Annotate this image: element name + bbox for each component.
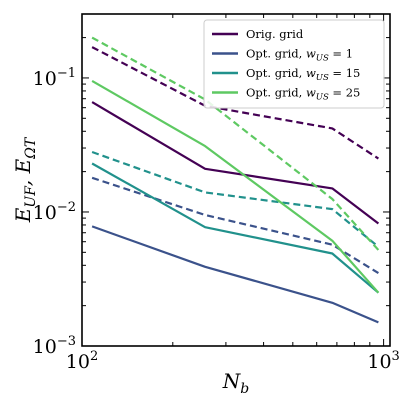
legend-box <box>203 19 385 109</box>
y-tick-label: 10−2 <box>33 200 76 224</box>
series-layer <box>91 36 380 324</box>
x-axis-label: Nb <box>222 369 250 397</box>
series-line-5-dashed <box>91 150 380 248</box>
series-line-0-solid <box>91 101 380 225</box>
x-tick-label: 102 <box>66 349 98 373</box>
axis-labels: Nb EUF, EΩT <box>11 136 249 397</box>
y-axis-label: EUF, EΩT <box>11 136 39 223</box>
series-line-2-solid <box>91 225 379 324</box>
axes-frame <box>81 13 391 347</box>
series-line-1-dashed <box>91 46 380 160</box>
legend-label-2: Opt. grid, wUS = 15 <box>246 66 360 83</box>
axis-ticks: 102 103 10−3 10−2 10−1 <box>33 13 400 373</box>
x-tick-label: 103 <box>367 349 399 373</box>
y-tick-label: 10−3 <box>33 334 76 358</box>
legend: Orig. grid Opt. grid, wUS = 1 Opt. grid, w… <box>203 19 385 109</box>
legend-label-3: Opt. grid, wUS = 25 <box>246 86 360 103</box>
legend-label-0: Orig. grid <box>246 27 304 41</box>
series-line-4-solid <box>91 162 380 294</box>
series-line-6-solid <box>91 79 380 294</box>
y-axis-label-group: EUF, EΩT <box>11 136 39 223</box>
y-tick-label: 10−1 <box>33 66 76 90</box>
legend-label-1: Opt. grid, wUS = 1 <box>246 47 353 64</box>
series-line-7-dashed <box>91 36 380 251</box>
plot-frame <box>81 13 391 347</box>
